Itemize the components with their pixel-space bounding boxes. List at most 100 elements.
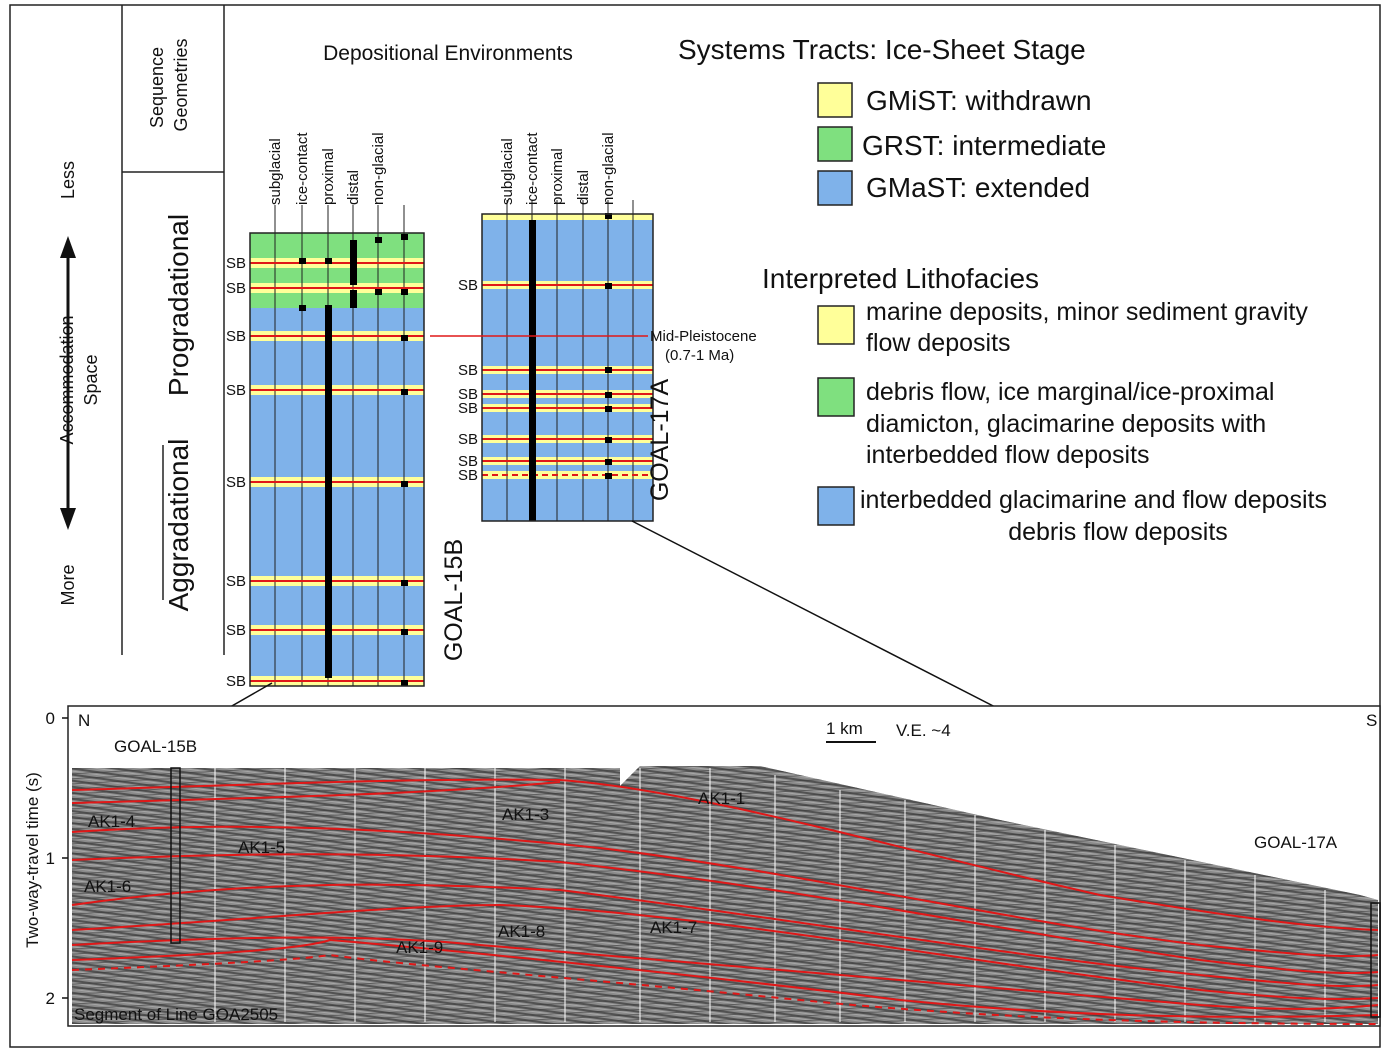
- sb-label: SB: [458, 431, 478, 448]
- core-outline: [249, 232, 425, 687]
- unit-ak1-6: AK1-6: [84, 877, 131, 896]
- seismic-section: 0 1 2 Two-way-travel time (s) N S 1 km V…: [23, 705, 1381, 1027]
- systems-tracts-legend: GMiST: withdrawn GRST: intermediate GMaS…: [817, 82, 1106, 206]
- env-column-header: distal: [345, 170, 362, 205]
- environment-marker: [401, 289, 408, 295]
- legend-label-gmast: GMaST: extended: [866, 172, 1090, 203]
- y-tick-2: 2: [46, 989, 55, 1008]
- sb-label: SB: [226, 573, 246, 590]
- segment-label: Segment of Line GOA2505: [74, 1005, 278, 1024]
- lithofacies-debris-line3: interbedded flow deposits: [866, 441, 1150, 469]
- lithofacies-debris-line1: debris flow, ice marginal/ice-proximal: [866, 378, 1274, 406]
- legend-swatch-grst: [817, 126, 853, 162]
- lithofacies-swatch-marine: [817, 305, 855, 345]
- unit-ak1-5: AK1-5: [238, 838, 285, 857]
- y-tick-1: 1: [46, 849, 55, 868]
- core-name-goal-17a: GOAL-17A: [646, 379, 674, 502]
- environment-marker: [605, 283, 612, 289]
- ice-contact-bar: [325, 305, 332, 678]
- sb-label: SB: [458, 453, 478, 470]
- seismic-horizons: [71, 778, 1379, 1025]
- environment-marker: [605, 437, 612, 443]
- lithofacies-glacimarine-line2: debris flow deposits: [1008, 518, 1228, 546]
- unit-ak1-9: AK1-9: [396, 938, 443, 957]
- env-column-header: proximal: [549, 148, 566, 205]
- seismic-label-goal-17a: GOAL-17A: [1254, 833, 1338, 852]
- unit-ak1-1: AK1-1: [698, 789, 745, 808]
- seismic-label-goal-15b: GOAL-15B: [114, 737, 197, 756]
- sb-label: SB: [226, 622, 246, 639]
- sequence-geometry-panel: Sequence Geometries Progradational Aggra…: [57, 5, 225, 655]
- ice-contact-bar: [529, 220, 536, 521]
- unit-ak1-3: AK1-3: [502, 805, 549, 824]
- environment-marker: [605, 367, 612, 373]
- environment-marker: [401, 481, 408, 487]
- seismic-core-goal-15b: [170, 767, 181, 944]
- accommodation-more: More: [58, 564, 78, 605]
- environment-marker: [325, 258, 332, 264]
- south-label: S: [1366, 711, 1377, 730]
- y-tick-0: 0: [46, 709, 55, 728]
- environment-bar: [350, 240, 357, 285]
- sb-label: SB: [226, 255, 246, 272]
- env-column-header: subglacial: [267, 138, 284, 205]
- unit-ak1-4: AK1-4: [88, 812, 135, 831]
- outer-border: [9, 4, 1381, 1048]
- env-headers-goal-15b: subglacial ice-contact proximal distal non-g…: [267, 132, 387, 205]
- unit-ak1-7: AK1-7: [650, 918, 697, 937]
- environment-marker: [605, 473, 612, 479]
- core-column-goal-17a: [481, 200, 654, 522]
- mid-pleistocene-age: (0.7-1 Ma): [665, 347, 734, 364]
- core-body: [250, 233, 424, 686]
- y-axis: [62, 717, 68, 999]
- env-column-header: ice-contact: [294, 132, 311, 205]
- lithofacies-title: Interpreted Lithofacies: [762, 263, 1039, 294]
- mid-pleistocene-label: Mid-Pleistocene: [650, 328, 757, 345]
- y-axis-label: Two-way-travel time (s): [23, 772, 42, 948]
- scale-bar-label: 1 km: [826, 719, 863, 738]
- sb-label: SB: [226, 328, 246, 345]
- environment-marker: [605, 406, 612, 412]
- environment-marker: [605, 459, 612, 465]
- environment-marker: [605, 213, 612, 219]
- environment-marker: [401, 629, 408, 635]
- sb-label: SB: [458, 277, 478, 294]
- environment-marker: [375, 237, 382, 243]
- environment-bar: [350, 290, 357, 308]
- sb-label: SB: [226, 673, 246, 690]
- space-label: Space: [81, 354, 101, 405]
- env-column-header: distal: [575, 170, 592, 205]
- legend-label-grst: GRST: intermediate: [862, 130, 1106, 161]
- environment-marker: [401, 234, 408, 240]
- unit-ak1-8: AK1-8: [498, 922, 545, 941]
- core-outline: [481, 213, 654, 522]
- environment-marker: [401, 335, 408, 341]
- sb-label: SB: [226, 280, 246, 297]
- sb-label: SB: [458, 400, 478, 417]
- sb-label: SB: [458, 467, 478, 484]
- north-label: N: [78, 711, 90, 730]
- environment-marker: [375, 289, 382, 295]
- sb-labels-goal-15b: SB SB SB SB SB SB SB SB: [226, 255, 246, 690]
- legend-label-gmist: GMiST: withdrawn: [866, 85, 1092, 116]
- progradational-label: Progradational: [163, 214, 194, 396]
- environment-marker: [401, 680, 408, 686]
- lithofacies-marine-line1: marine deposits, minor sediment gravity: [866, 298, 1308, 326]
- lithofacies-debris-line2: diamicton, glacimarine deposits with: [866, 410, 1266, 438]
- env-column-header: non-glacial: [600, 132, 617, 205]
- accommodation-arrow: [60, 236, 76, 530]
- environment-marker: [299, 258, 306, 264]
- env-column-header: non-glacial: [370, 132, 387, 205]
- sb-label: SB: [226, 474, 246, 491]
- accommodation-less: Less: [58, 161, 78, 199]
- environment-marker: [605, 392, 612, 398]
- env-column-header: ice-contact: [524, 132, 541, 205]
- legend-swatch-gmist: [817, 82, 853, 118]
- sb-label: SB: [226, 382, 246, 399]
- accommodation-label: Accommodation: [57, 315, 77, 444]
- lithofacies-marine-line2: flow deposits: [866, 329, 1011, 357]
- sb-label: SB: [458, 362, 478, 379]
- core-green-interval: [250, 233, 424, 308]
